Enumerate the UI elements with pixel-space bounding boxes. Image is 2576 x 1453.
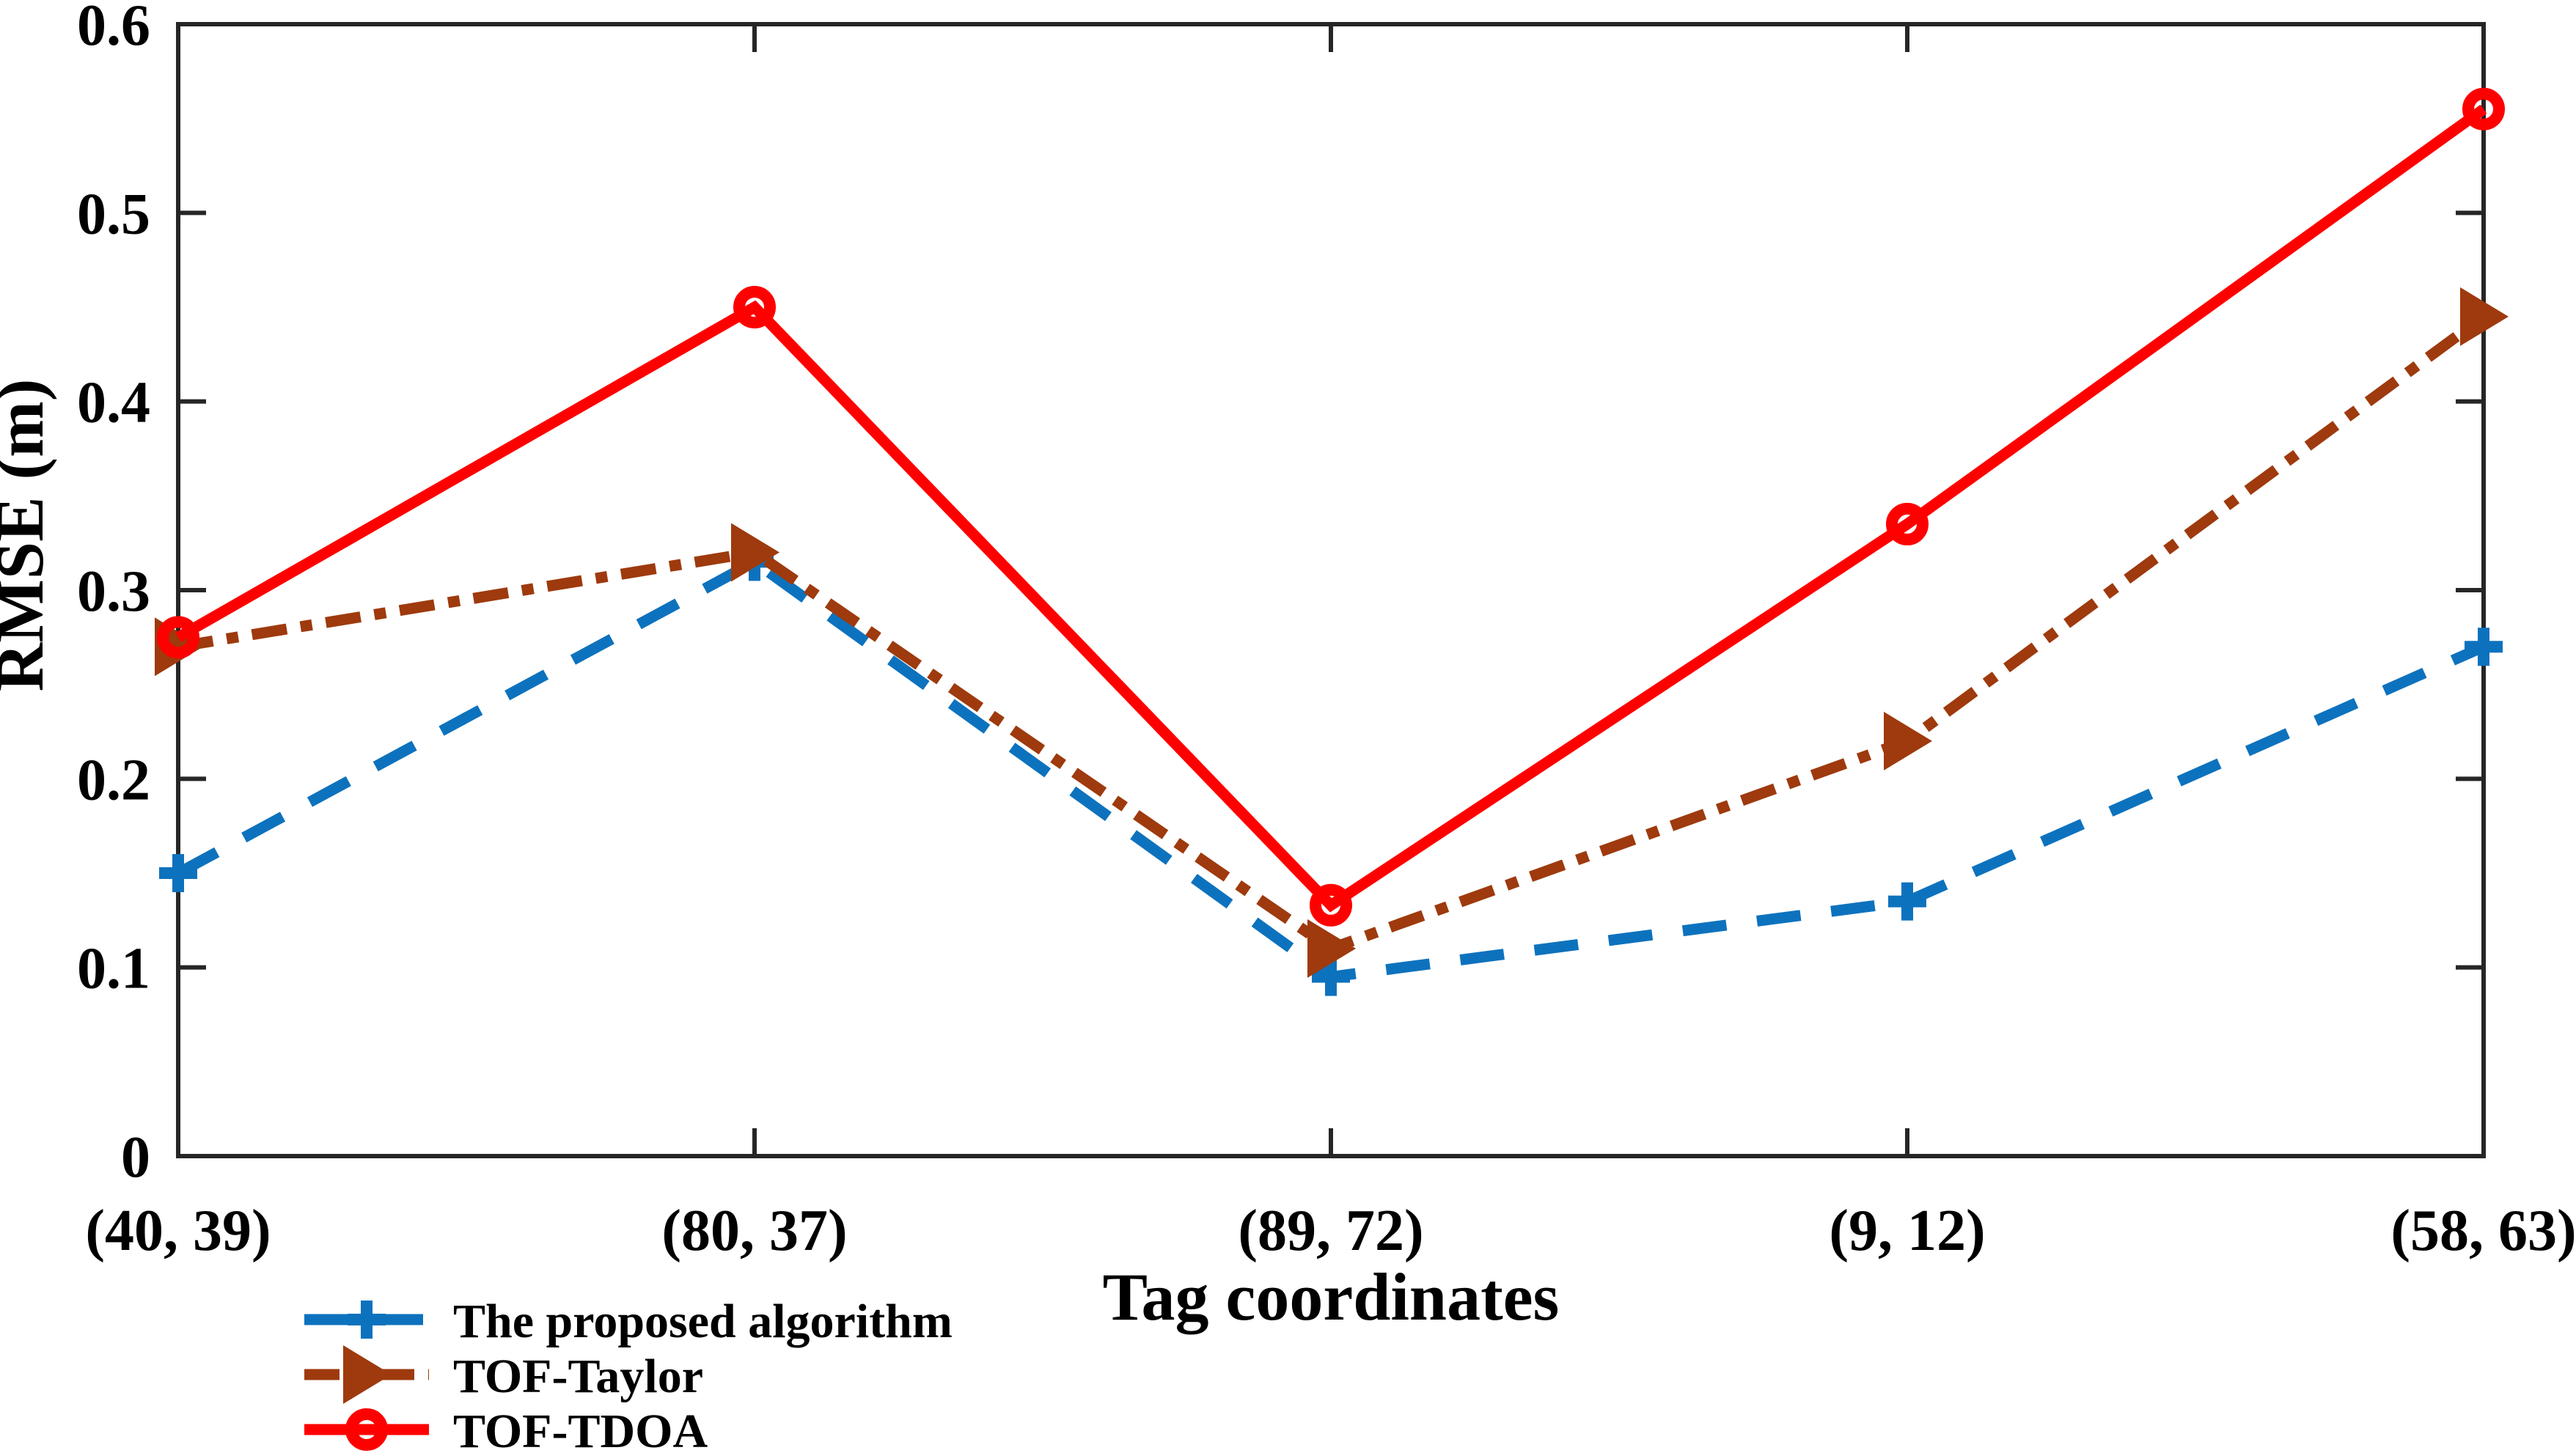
y-tick-label: 0.5 <box>77 182 150 246</box>
circle-marker <box>157 616 199 659</box>
series-line-1 <box>177 312 2487 955</box>
legend-marker-0 <box>348 1301 386 1339</box>
series-line-2 <box>175 104 2487 913</box>
y-axis-label: RMSE (m) <box>0 379 57 692</box>
x-tick-label: (89, 72) <box>1238 1199 1423 1263</box>
plus-marker <box>1888 882 1926 921</box>
legend-label-tof-taylor: TOF-Taylor <box>453 1350 703 1403</box>
circle-marker <box>2462 87 2505 130</box>
y-tick-label: 0.6 <box>77 0 150 58</box>
y-tick-label: 0 <box>121 1125 150 1190</box>
plus-marker <box>2465 628 2503 666</box>
triangle-right-marker <box>1307 919 1356 978</box>
series-line-0 <box>175 555 2487 983</box>
circle-marker <box>1886 502 1929 545</box>
y-tick-label: 0.2 <box>77 748 150 812</box>
x-tick-label: (80, 37) <box>661 1199 847 1263</box>
y-tick-label: 0.1 <box>77 937 150 1001</box>
plot-area: 0 0.1 0.2 0.3 0.4 0.5 0.6 (40, 39) (80, 37) (89, … <box>77 0 2576 1263</box>
plus-marker <box>159 854 197 892</box>
triangle-right-marker <box>343 1345 392 1404</box>
x-tick-label: (58, 63) <box>2390 1199 2576 1263</box>
y-tick-label: 0.3 <box>77 559 150 624</box>
x-axis-label: Tag coordinates <box>1103 1259 1560 1334</box>
plus-marker <box>1312 957 1350 996</box>
circle-marker <box>345 1408 388 1451</box>
legend-marker-1 <box>343 1345 392 1404</box>
legend-label-proposed-algorithm: The proposed algorithm <box>453 1295 953 1348</box>
plus-marker <box>348 1301 386 1339</box>
legend-label-tof-tdoa: TOF-TDOA <box>453 1405 708 1453</box>
triangle-right-marker <box>731 523 779 582</box>
triangle-right-marker <box>2460 287 2509 346</box>
x-tick-label: (9, 12) <box>1829 1199 1985 1263</box>
y-tick-label: 0.4 <box>77 371 150 435</box>
legend: The proposed algorithm TOF-Taylor TOF-TD… <box>304 1295 953 1453</box>
circle-marker <box>733 286 776 328</box>
x-tick-label: (40, 39) <box>85 1199 271 1263</box>
triangle-right-marker <box>1884 711 1932 770</box>
legend-samples <box>304 1301 429 1451</box>
circle-marker <box>1310 883 1352 927</box>
legend-marker-2 <box>345 1408 388 1451</box>
